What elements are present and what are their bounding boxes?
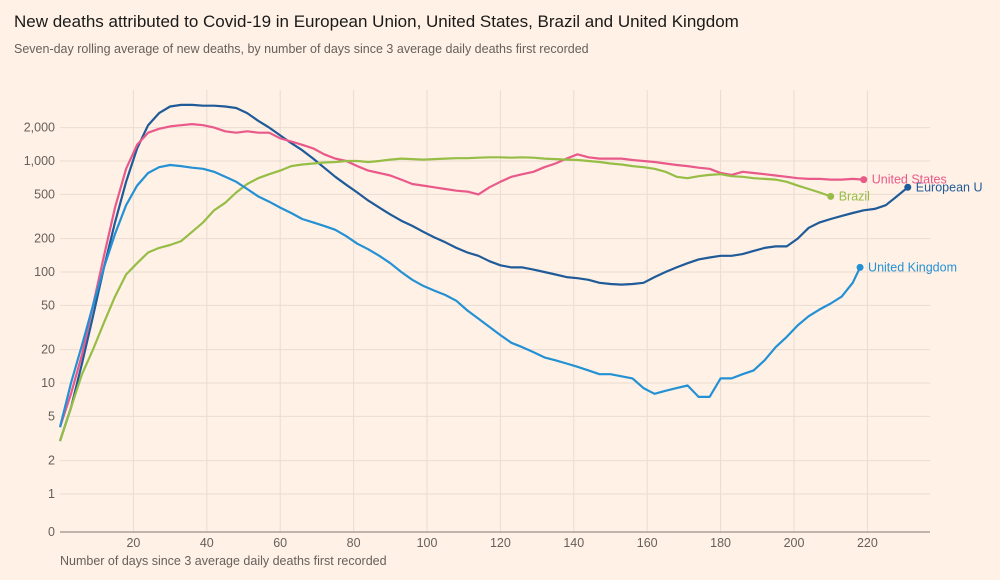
x-tick-label: 140 [563, 536, 584, 550]
y-tick-label: 2 [48, 454, 55, 468]
y-tick-label: 0 [48, 525, 55, 539]
y-tick-label: 1 [48, 487, 55, 501]
chart-title: New deaths attributed to Covid-19 in Eur… [14, 12, 739, 31]
series-end-marker [904, 183, 912, 191]
y-tick-label: 200 [34, 232, 55, 246]
x-tick-label: 160 [637, 536, 658, 550]
x-tick-label: 100 [417, 536, 438, 550]
series-label-european-union: European U [916, 180, 983, 194]
chart-subtitle: Seven-day rolling average of new deaths,… [14, 42, 589, 56]
y-tick-label: 500 [34, 187, 55, 201]
y-tick-label: 10 [41, 376, 55, 390]
y-tick-label: 50 [41, 298, 55, 312]
x-tick-label: 80 [347, 536, 361, 550]
series-end-marker [827, 192, 835, 200]
series-line-brazil [58, 156, 832, 442]
x-axis-ticks: 20 40 60 80 100 120 140 160 180 200 220 [60, 531, 930, 550]
series-line-european-union [58, 103, 909, 442]
y-tick-label: 1,000 [24, 154, 55, 168]
series-label-united-states: United States [872, 173, 947, 187]
x-tick-label: 40 [200, 536, 214, 550]
y-tick-label: 20 [41, 343, 55, 357]
y-axis-ticks: 0 1 2 5 10 20 50 100 200 500 1,000 2,000 [24, 121, 55, 539]
y-tick-label: 5 [48, 409, 55, 423]
y-tick-label: 2,000 [24, 121, 55, 135]
x-tick-label: 220 [857, 536, 878, 550]
x-axis-label: Number of days since 3 average daily dea… [60, 554, 387, 568]
series-line-united-kingdom [58, 163, 862, 428]
x-tick-label: 120 [490, 536, 511, 550]
series-end-marker [856, 263, 864, 271]
x-tick-label: 60 [273, 536, 287, 550]
x-tick-label: 200 [784, 536, 805, 550]
series-line-united-states [58, 122, 864, 428]
series-label-brazil: Brazil [839, 189, 870, 203]
x-tick-label: 180 [710, 536, 731, 550]
y-tick-label: 100 [34, 265, 55, 279]
series-end-marker [860, 176, 868, 184]
series-label-united-kingdom: United Kingdom [868, 260, 957, 274]
x-tick-label: 20 [126, 536, 140, 550]
series-lines [58, 103, 909, 442]
